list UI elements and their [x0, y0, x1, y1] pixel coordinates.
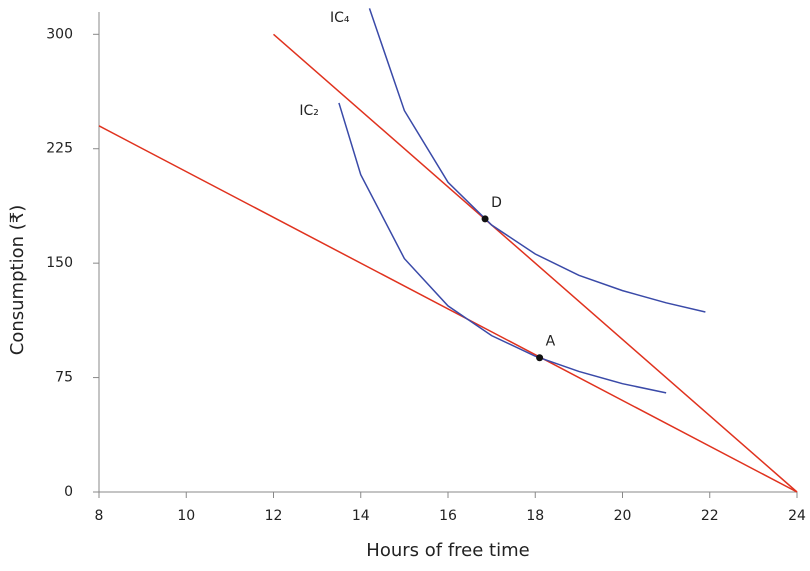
y-axis-label: Consumption (₹)	[7, 205, 28, 355]
x-tick-label: 8	[95, 508, 104, 524]
x-axis-label: Hours of free time	[366, 540, 529, 561]
indifference-curve	[368, 8, 706, 313]
curve-label: IC₂	[299, 103, 319, 119]
budget-line	[273, 33, 798, 493]
y-tick-label: 300	[46, 26, 73, 42]
y-tick-label: 150	[46, 255, 73, 271]
point	[536, 354, 544, 362]
x-tick-label: 22	[701, 508, 719, 524]
point	[481, 215, 489, 223]
y-tick-label: 225	[46, 141, 73, 157]
y-tick-label: 0	[64, 484, 73, 500]
budget-line	[98, 125, 798, 493]
indifference-curve	[338, 102, 667, 394]
y-tick-label: 75	[55, 370, 73, 386]
x-tick-label: 20	[614, 508, 632, 524]
x-tick-label: 18	[526, 508, 544, 524]
point-label: D	[491, 195, 502, 211]
x-tick-label: 16	[439, 508, 457, 524]
x-tick-label: 12	[265, 508, 283, 524]
x-tick-label: 14	[352, 508, 370, 524]
curve-label: IC₄	[330, 10, 350, 26]
point-label: A	[546, 334, 556, 350]
x-tick-label: 10	[177, 508, 195, 524]
x-tick-label: 24	[788, 508, 806, 524]
